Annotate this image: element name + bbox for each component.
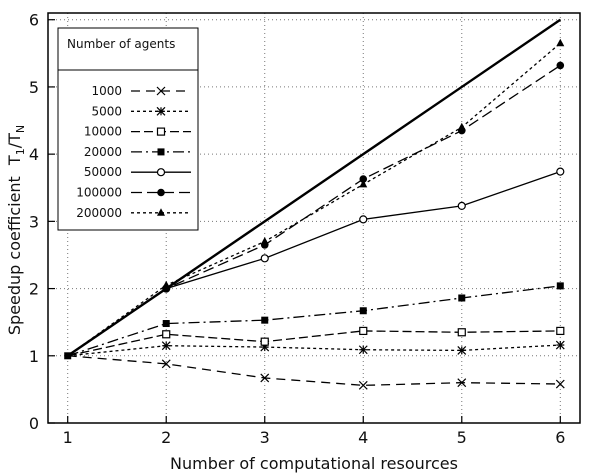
legend-label: 50000 (84, 165, 122, 179)
y-tick-label: 2 (29, 280, 39, 299)
data-point-200000 (260, 237, 269, 245)
series-line-10000 (67, 330, 561, 357)
legend-label: 5000 (91, 104, 122, 118)
legend-marker (156, 106, 166, 116)
x-tick-label: 3 (260, 428, 270, 447)
data-point-200000 (457, 122, 466, 131)
data-point-50000 (556, 167, 565, 176)
data-point-1000 (260, 373, 270, 383)
series-1000 (67, 355, 565, 390)
data-point-100000 (359, 175, 368, 183)
series-10000 (67, 326, 565, 357)
y-tick-label: 1 (29, 347, 39, 366)
legend-marker (156, 127, 166, 136)
series-200000 (67, 38, 565, 357)
series-5000 (67, 340, 565, 357)
legend-box (57, 27, 199, 231)
legend-marker (156, 168, 166, 177)
legend-entry-20000: 20000 (84, 145, 191, 159)
data-point-50000 (457, 201, 466, 211)
data-point-20000 (261, 316, 269, 324)
legend-label: 1000 (91, 84, 122, 98)
y-tick-label: 6 (29, 11, 39, 30)
data-point-1000 (161, 359, 171, 369)
svg-text:Speedup coefficient T1/T: Speedup coefficient T1/TN (5, 125, 27, 335)
x-tick-label: 5 (457, 428, 467, 447)
series-20000 (67, 282, 564, 357)
data-point-10000 (556, 326, 565, 336)
data-point-100000 (556, 61, 565, 70)
y-tick-label: 0 (29, 414, 39, 433)
data-point-200000 (359, 179, 368, 188)
y-axis-title-t1: T (5, 155, 24, 166)
data-point-1000 (457, 378, 467, 388)
legend-entry-50000: 50000 (84, 165, 191, 179)
data-point-start (64, 352, 72, 360)
y-axis-title-sub1: 1 (14, 148, 27, 155)
data-point-10000 (359, 326, 368, 336)
data-point-20000 (359, 307, 367, 315)
legend-marker (157, 188, 165, 197)
y-tick-label: 3 (29, 212, 39, 231)
legend-entry-1000: 1000 (91, 84, 191, 98)
data-point-20000 (162, 320, 170, 328)
legend-label: 200000 (76, 206, 122, 220)
data-point-5000 (457, 345, 467, 355)
data-point-10000 (457, 328, 466, 337)
data-point-200000 (162, 280, 171, 289)
y-axis-title-subN: N (14, 125, 27, 133)
y-tick-label: 5 (29, 78, 39, 97)
series-layer (64, 18, 565, 390)
data-point-5000 (161, 341, 171, 351)
y-axis-title-main: Speedup coefficient (5, 176, 24, 335)
data-point-200000 (556, 38, 565, 47)
x-tick-label: 6 (555, 428, 565, 447)
x-tick-label: 2 (161, 428, 171, 447)
data-point-20000 (556, 282, 564, 290)
data-point-5000 (555, 340, 565, 350)
series-line-100000 (67, 64, 561, 357)
series-line-1000 (67, 355, 561, 387)
y-tick-label: 4 (29, 145, 39, 164)
legend: Number of agents 1000 5000 10000 20000 50000… (57, 27, 199, 231)
tick-layer: 1 2 3 4 5 6 0 1 2 3 4 5 6 (29, 11, 566, 447)
legend-marker (157, 208, 165, 216)
x-axis-title: Number of computational resources (170, 454, 458, 473)
data-point-10000 (260, 337, 269, 346)
legend-title: Number of agents (67, 37, 175, 51)
x-tick-label: 4 (358, 428, 368, 447)
legend-entry-100000: 100000 (76, 186, 191, 200)
y-axis-title: Speedup coefficient T1/TN (5, 125, 27, 335)
data-point-10000 (162, 330, 171, 339)
data-point-20000 (458, 294, 466, 302)
legend-label: 100000 (76, 186, 122, 200)
legend-label: 10000 (84, 125, 122, 139)
data-point-1000 (555, 379, 565, 389)
legend-entries: 1000 5000 10000 20000 50000 100000 200000 (76, 84, 191, 220)
series-line-20000 (67, 285, 561, 357)
data-point-5000 (358, 345, 368, 355)
data-point-1000 (358, 380, 368, 390)
legend-entry-10000: 10000 (84, 125, 191, 139)
legend-entry-5000: 5000 (91, 104, 191, 118)
series-line-5000 (67, 344, 561, 357)
y-axis-title-sep: /T (5, 133, 24, 148)
legend-marker (156, 86, 166, 96)
data-point-50000 (359, 215, 368, 224)
plot-frame (47, 12, 581, 424)
data-point-50000 (260, 254, 269, 263)
x-tick-label: 1 (63, 428, 73, 447)
legend-label: 20000 (84, 145, 122, 159)
legend-entry-200000: 200000 (76, 206, 191, 220)
legend-marker (157, 148, 165, 156)
